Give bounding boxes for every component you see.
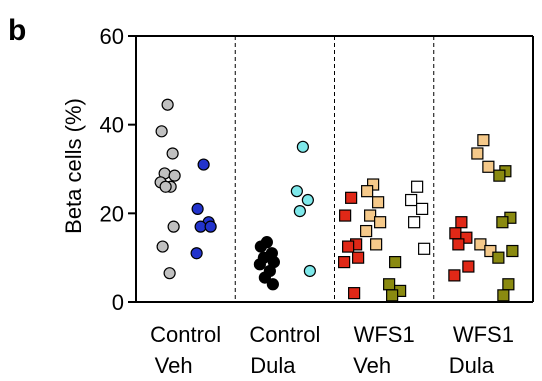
data-point <box>156 240 169 253</box>
data-point <box>168 169 181 182</box>
panel-label: b <box>8 14 26 47</box>
data-point <box>405 193 418 207</box>
data-point <box>301 193 314 207</box>
data-point <box>484 244 497 258</box>
data-point <box>492 251 505 264</box>
data-point <box>496 216 509 229</box>
y-tick-label: 0 <box>112 290 124 315</box>
x-category-sublabel: Dula <box>250 353 296 378</box>
x-category-label: Control <box>249 322 320 347</box>
y-tick-label: 40 <box>100 113 124 138</box>
data-point <box>197 158 210 171</box>
y-axis-label: Beta cells (%) <box>61 98 86 234</box>
data-point <box>449 227 462 240</box>
data-point <box>361 185 374 198</box>
data-point <box>370 238 383 251</box>
data-point <box>462 260 475 273</box>
data-point <box>352 251 365 264</box>
data-point <box>296 140 309 153</box>
data-point <box>159 180 172 193</box>
data-point <box>360 224 373 238</box>
x-category-label: WFS1 <box>453 322 514 347</box>
data-point <box>452 238 465 251</box>
data-point <box>506 244 519 258</box>
plot-area: 0 20 40 60 Control Veh Control Dula WFS1 Veh WFS1 D… <box>100 24 534 378</box>
data-point <box>364 209 377 222</box>
data-point <box>204 220 217 233</box>
x-category-label: WFS1 <box>354 322 415 347</box>
x-category-sublabel: Dula <box>449 353 495 378</box>
data-point <box>254 240 267 253</box>
data-point <box>471 147 484 160</box>
data-point <box>342 240 355 253</box>
data-point <box>493 169 506 182</box>
data-point <box>155 125 168 138</box>
data-point <box>191 202 204 215</box>
data-point <box>253 258 266 271</box>
data-point <box>293 205 306 218</box>
data-point <box>374 216 387 229</box>
data-point <box>266 278 279 291</box>
data-point <box>348 287 361 300</box>
data-point <box>338 256 351 269</box>
data-point <box>408 216 421 229</box>
data-point <box>460 231 473 244</box>
data-point <box>190 247 203 260</box>
data-point <box>161 98 174 111</box>
x-category-sublabel: Veh <box>353 353 391 378</box>
data-point <box>482 160 495 173</box>
data-point <box>339 209 352 222</box>
data-point <box>303 264 316 278</box>
data-point <box>258 271 271 284</box>
data-point <box>166 147 179 160</box>
data-point <box>448 269 461 282</box>
x-category-sublabel: Veh <box>155 353 193 378</box>
data-point <box>411 180 424 193</box>
data-point <box>194 220 207 233</box>
x-category-label: Control <box>150 322 221 347</box>
data-point <box>474 238 487 251</box>
data-point <box>416 202 429 215</box>
data-point <box>477 134 490 147</box>
y-tick-label: 60 <box>100 24 124 49</box>
data-point <box>163 267 176 280</box>
data-point <box>372 196 385 209</box>
data-point <box>389 256 402 269</box>
data-point <box>290 185 303 198</box>
y-tick-label: 20 <box>100 201 124 226</box>
data-point <box>418 242 431 255</box>
data-point <box>167 220 180 233</box>
data-point <box>497 289 510 302</box>
data-point <box>386 289 399 302</box>
data-point <box>383 278 396 291</box>
data-point <box>455 216 468 229</box>
data-point <box>345 191 358 204</box>
data-point <box>502 278 515 291</box>
